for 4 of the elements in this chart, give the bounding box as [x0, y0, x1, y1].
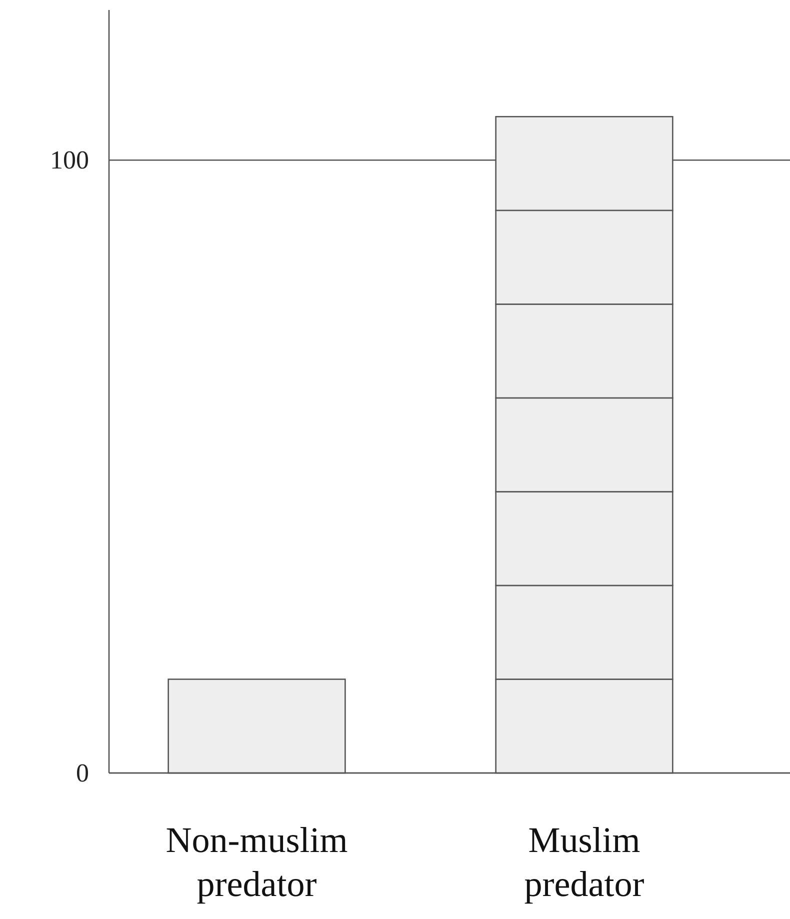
x-tick-label: Muslim predator [524, 820, 644, 904]
x-tick-label: Non-muslim predator [166, 820, 348, 904]
y-tick-label: 100 [50, 145, 89, 174]
y-tick-label: 0 [76, 758, 89, 788]
